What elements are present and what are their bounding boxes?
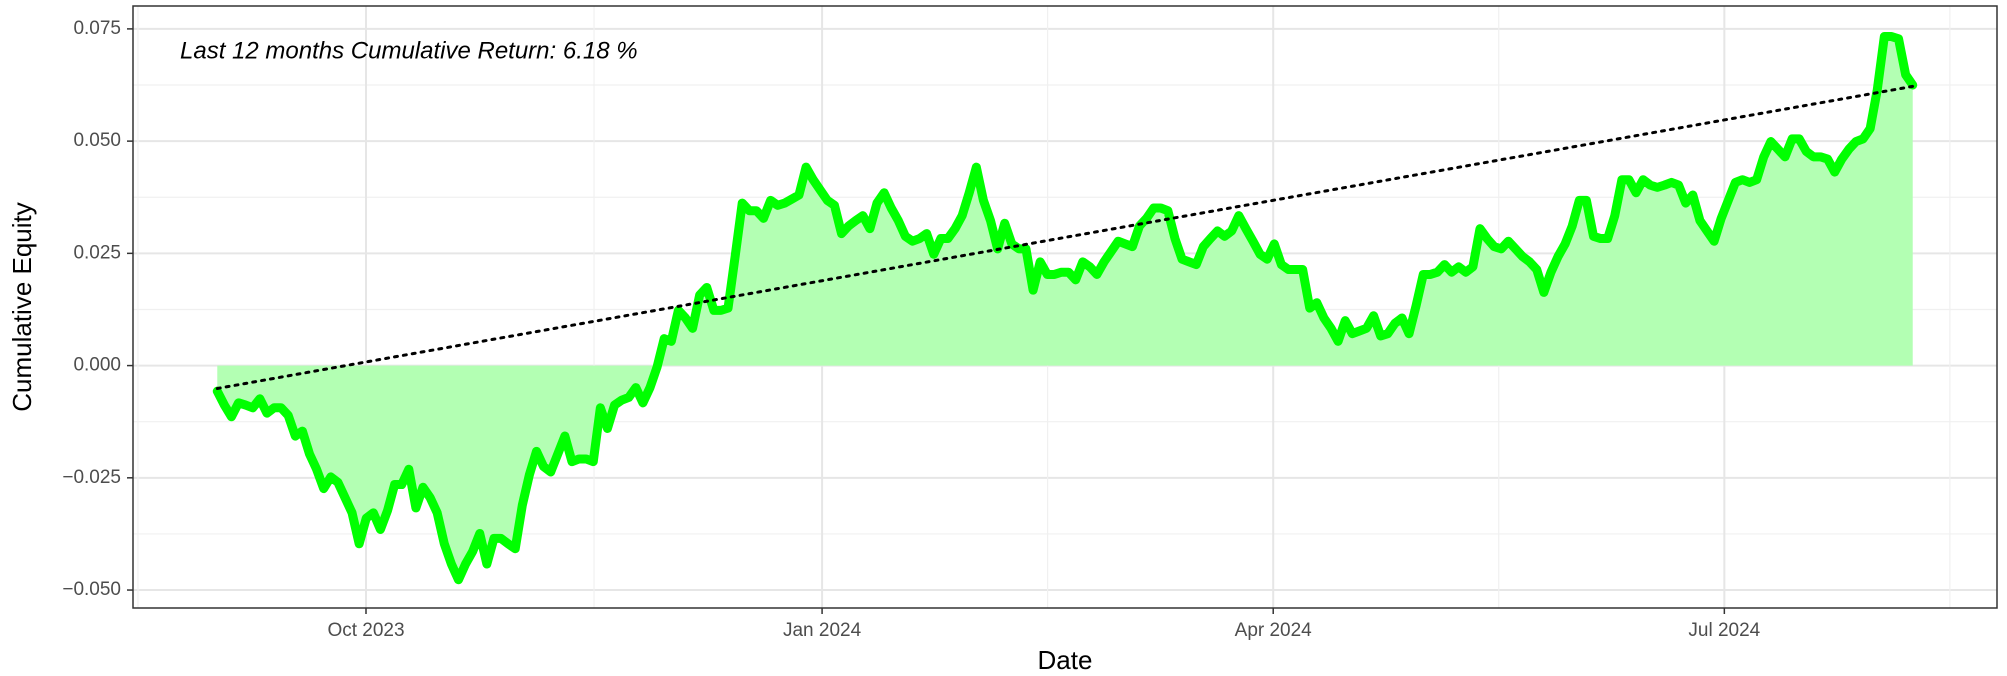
x-axis-title: Date xyxy=(1038,645,1093,675)
x-tick-label: Oct 2023 xyxy=(327,620,404,641)
y-axis-title: Cumulative Equity xyxy=(7,202,37,412)
x-tick-label: Jul 2024 xyxy=(1688,620,1760,641)
x-tick-label: Apr 2024 xyxy=(1235,620,1313,641)
y-tick-label: 0.000 xyxy=(73,355,121,376)
y-tick-label: −0.025 xyxy=(62,467,121,488)
axes: −0.050 −0.025 0.000 0.025 0.050 0.075 Oct 2023… xyxy=(62,18,1760,641)
trend-line xyxy=(215,84,1915,390)
x-tick-label: Jan 2024 xyxy=(783,620,862,641)
y-tick-label: 0.025 xyxy=(73,242,121,263)
y-tick-label: 0.075 xyxy=(73,18,121,39)
y-tick-label: 0.050 xyxy=(73,130,121,151)
panel-border xyxy=(132,5,1998,609)
equity-line xyxy=(212,32,1918,585)
annotation: Last 12 months Cumulative Return: 6.18 % xyxy=(180,37,638,64)
area-fill xyxy=(217,36,1913,580)
y-tick-label: −0.050 xyxy=(62,579,121,600)
marks xyxy=(212,32,1918,585)
